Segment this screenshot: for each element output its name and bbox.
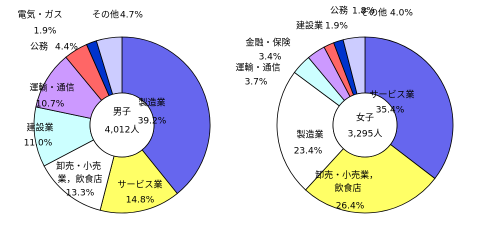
value-label: 4.7% [120,11,143,21]
value-label: 4.4% [55,43,78,53]
value-label: 10.7% [36,100,65,110]
total-label: 4,012人 [105,125,140,136]
value-label: 26.4% [336,202,365,212]
value-label: 3.7% [245,78,268,88]
value-label: 39.2% [138,117,167,127]
slice-label: サービス業 [117,179,162,191]
slice-label: 運輸・通信 [235,62,280,74]
slice-label: 卸売・小売業， 飲食店 [315,169,381,194]
value-label: 1.9% [34,27,57,37]
value-label: 1.8% [352,7,375,17]
value-label: 1.9% [325,22,348,32]
slice-label: 電気・ガス [17,9,62,21]
total-label: 3,295人 [348,129,383,140]
value-label: 14.8% [126,196,155,206]
slice-label: 卸売・小売 業，飲食店 [56,160,104,185]
slice-label: 建設業 [26,122,53,134]
slice-label: 製造業 [296,129,323,141]
slice-label: その他 [360,7,387,19]
value-label: 35.4% [376,106,405,116]
center-label: 男子 [113,107,131,118]
slice-label: 公務 [330,5,348,17]
center-label: 女子 [356,112,374,124]
slice-label: 金融・保険 [245,37,290,49]
donut-hole [89,92,155,158]
slice-label: 製造業 [138,97,165,109]
slice-label: 運輸・通信 [29,82,74,94]
value-label: 13.3% [66,189,95,199]
value-label: 11.0% [24,139,53,149]
value-label: 3.4% [259,53,282,63]
slice-label: 公務 [30,41,48,53]
value-label: 23.4% [294,147,323,157]
slice-label: 建設業 [296,20,323,32]
slice-label: サービス業 [369,89,414,101]
donut-hole [332,92,398,158]
value-label: 4.0% [390,9,413,19]
slice-label: その他 [92,9,119,21]
